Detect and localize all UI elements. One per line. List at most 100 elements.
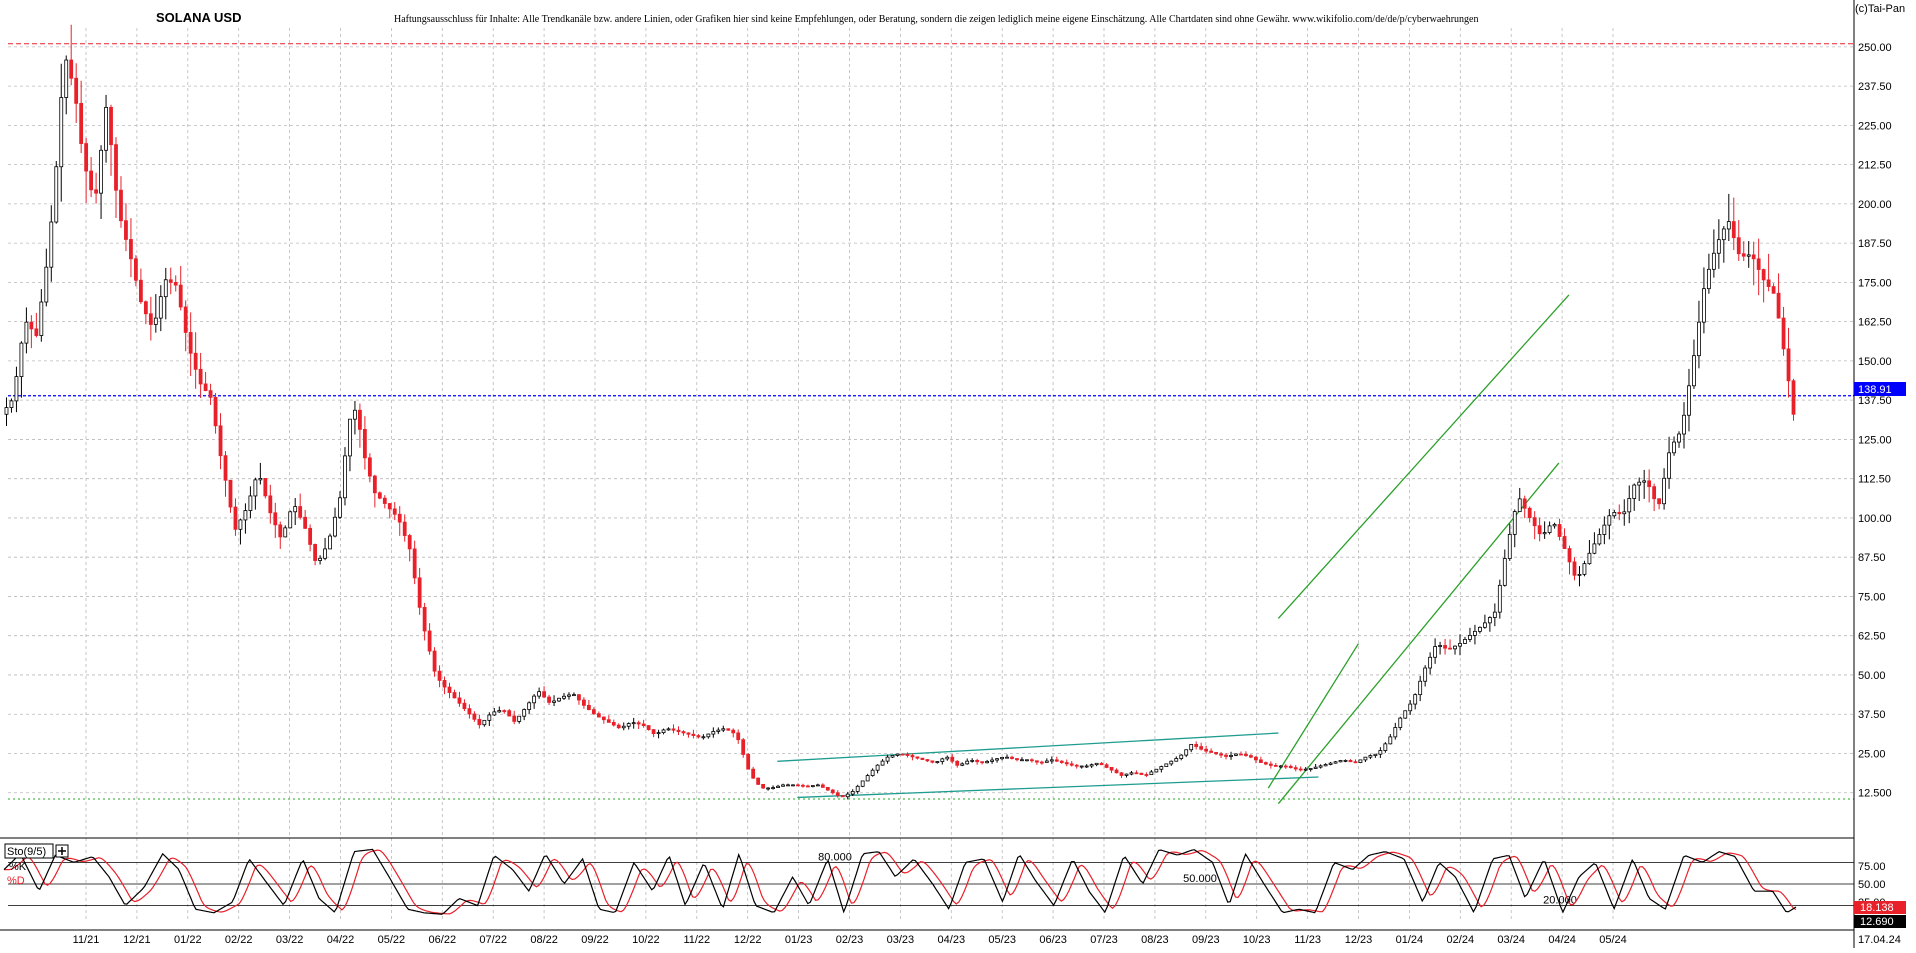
candle-body: [24, 321, 29, 344]
candle-body: [1343, 759, 1348, 762]
candle-body: [930, 760, 935, 763]
candle-body: [1249, 755, 1253, 758]
candle-body: [1413, 694, 1418, 705]
y-tick-label: 12.500: [1858, 788, 1892, 800]
candle-body: [830, 789, 835, 794]
candle-body: [203, 383, 208, 392]
stochastic-d-line: [4, 849, 1797, 915]
candle-body: [1358, 759, 1363, 763]
candle-body: [273, 512, 278, 526]
candle-body: [1537, 525, 1542, 535]
x-tick-label: 08/22: [530, 934, 558, 946]
candle-body: [1144, 774, 1149, 776]
candle-body: [353, 409, 357, 420]
stochastic-y-tick: 75.00: [1858, 861, 1886, 873]
candle-body: [1224, 754, 1228, 757]
x-tick-label: 03/23: [887, 934, 915, 946]
candle-body: [1761, 269, 1766, 281]
candle-body: [1119, 772, 1124, 776]
candle-body: [1353, 761, 1358, 764]
candle-body: [1617, 512, 1622, 515]
candle-body: [850, 791, 855, 795]
candle-body: [1064, 762, 1069, 765]
candle-body: [591, 709, 596, 715]
candle-body: [606, 719, 611, 723]
stochastic-k-value: 18.138: [1860, 902, 1894, 914]
candle-body: [1074, 764, 1079, 767]
candle-body: [1482, 622, 1487, 628]
candle-body: [1473, 630, 1477, 636]
candle-body: [1612, 512, 1617, 517]
candle-body: [323, 548, 327, 559]
candle-body: [1652, 486, 1657, 500]
candle-body: [975, 759, 980, 763]
candle-body: [1044, 760, 1049, 763]
x-tick-label: 11/21: [73, 934, 100, 946]
candle-body: [1278, 765, 1283, 768]
candle-body: [1726, 221, 1731, 230]
candle-body: [1682, 414, 1686, 435]
candle-body: [1383, 743, 1388, 751]
candle-body: [1204, 748, 1209, 752]
candle-body: [716, 729, 721, 732]
last-price-tag: 138.91: [1854, 382, 1906, 396]
candle-body: [19, 342, 24, 378]
candle-body: [845, 793, 850, 798]
candle-body: [447, 686, 452, 693]
candle-body: [950, 756, 955, 762]
trend-line: [777, 732, 1279, 762]
candle-body: [1254, 756, 1258, 761]
candle-body: [1298, 768, 1303, 771]
candle-body: [153, 317, 158, 325]
candle-body: [512, 715, 517, 722]
candle-body: [1607, 515, 1612, 526]
stochastic-level-label: 20.000: [1543, 895, 1577, 907]
candle-body: [1293, 767, 1298, 770]
candle-body: [736, 732, 741, 741]
candle-body: [372, 475, 377, 494]
candle-body: [935, 761, 940, 763]
candle-body: [691, 733, 696, 736]
candle-body: [109, 106, 113, 146]
y-tick-label: 125.00: [1858, 434, 1892, 446]
candle-body: [527, 702, 532, 710]
x-tick-label: 10/22: [632, 934, 660, 946]
candle-body: [696, 735, 701, 738]
stochastic-title-box[interactable]: Sto(9/5): [4, 843, 69, 859]
candle-body: [577, 694, 581, 701]
candle-body: [1164, 763, 1169, 767]
trend-channels: [777, 294, 1570, 805]
stochastic-k-tag: 18.138: [1854, 901, 1906, 914]
x-tick-label: 04/23: [938, 934, 966, 946]
candle-body: [318, 557, 322, 561]
candle-body: [442, 679, 447, 688]
candle-body: [1099, 762, 1104, 766]
candle-body: [1154, 768, 1159, 773]
candle-body: [985, 760, 990, 764]
horizontal-lines: [8, 43, 1854, 800]
y-tick-label: 175.00: [1858, 277, 1892, 289]
candle-body: [358, 409, 362, 430]
candle-body: [1791, 380, 1796, 415]
candle-body: [1438, 645, 1442, 647]
candle-body: [507, 710, 512, 717]
candle-body: [1781, 317, 1786, 350]
candle-body: [1766, 279, 1771, 287]
candle-body: [1522, 498, 1527, 509]
candle-body: [94, 189, 98, 194]
candle-body: [1692, 355, 1696, 387]
y-tick-label: 150.00: [1858, 356, 1892, 368]
candle-body: [49, 221, 54, 268]
candle-body: [1448, 647, 1452, 650]
candle-body: [1697, 321, 1701, 357]
candle-body: [791, 784, 795, 787]
candle-body: [268, 495, 273, 514]
candle-body: [1657, 498, 1662, 505]
candle-body: [1706, 268, 1711, 290]
candle-body: [39, 301, 44, 336]
candle-body: [960, 763, 965, 766]
candle-body: [955, 760, 960, 766]
candle-body: [900, 753, 905, 756]
candle-body: [1333, 761, 1338, 764]
